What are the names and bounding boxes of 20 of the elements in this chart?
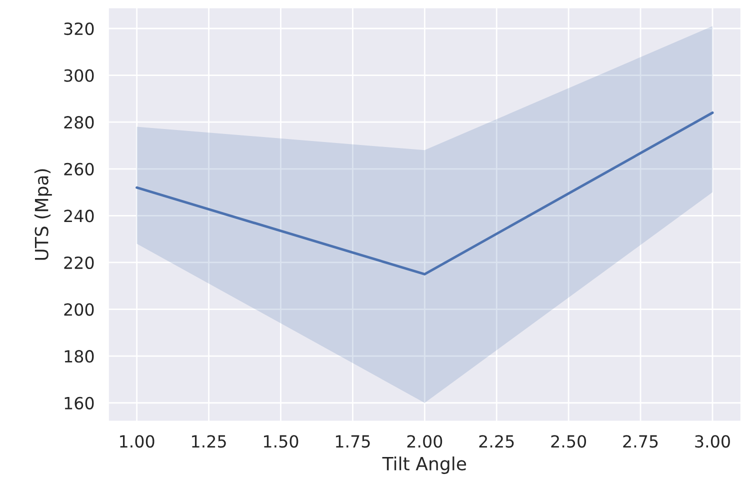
y-tick-label: 240 xyxy=(64,210,94,222)
x-tick-label: 1.00 xyxy=(120,435,154,448)
x-axis-title: Tilt Angle xyxy=(382,456,466,474)
x-tick-label: 2.50 xyxy=(551,435,586,448)
y-tick-label: 300 xyxy=(64,69,94,82)
x-tick-label: 1.25 xyxy=(192,435,226,448)
x-tick-label: 2.75 xyxy=(623,435,658,448)
y-tick-label: 180 xyxy=(64,350,94,363)
y-tick-label: 160 xyxy=(64,396,94,410)
x-tick-label: 1.75 xyxy=(336,435,370,448)
y-tick-label: 280 xyxy=(64,116,94,129)
y-tick-label: 200 xyxy=(64,303,94,316)
y-tick-label: 220 xyxy=(64,256,94,270)
y-tick-label: 260 xyxy=(64,162,94,176)
x-tick-label: 2.00 xyxy=(407,435,442,448)
y-axis-title: UTS (Mpa) xyxy=(34,169,52,260)
x-tick-label: 3.00 xyxy=(695,435,730,448)
x-tick-label: 1.50 xyxy=(264,435,298,448)
x-tick-label: 2.25 xyxy=(479,435,514,448)
y-tick-label: 320 xyxy=(64,22,94,36)
